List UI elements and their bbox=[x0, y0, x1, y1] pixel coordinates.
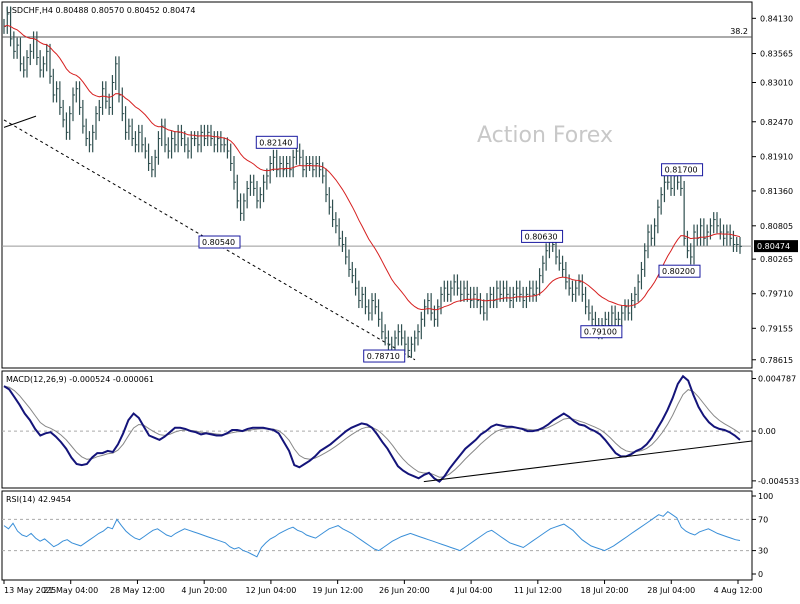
x-tick-label: 19 Jun 12:00 bbox=[312, 586, 363, 595]
moving-average-line bbox=[3, 24, 741, 311]
x-tick-label: 28 May 12:00 bbox=[110, 586, 165, 595]
price-annotation-box bbox=[661, 163, 704, 177]
symbol-header: USDCHF,H4 0.80488 0.80570 0.80452 0.8047… bbox=[6, 6, 195, 15]
price-annotation-label: 0.80540 bbox=[202, 238, 235, 247]
price-y-tick-label: 0.79710 bbox=[760, 290, 793, 299]
price-annotation-box bbox=[255, 135, 298, 149]
rsi-label: RSI(14) 42.9454 bbox=[6, 495, 71, 504]
fib-level-label: 38.2 bbox=[730, 27, 748, 36]
x-tick-label: 18 Jul 20:00 bbox=[581, 586, 629, 595]
x-tick-label: 4 Jun 20:00 bbox=[181, 586, 227, 595]
price-pane-frame bbox=[1, 1, 753, 369]
x-tick-label: 4 Jul 04:00 bbox=[450, 586, 493, 595]
rsi-line bbox=[3, 510, 741, 558]
price-y-tick-label: 0.78615 bbox=[760, 356, 793, 365]
price-annotation-box bbox=[363, 349, 406, 363]
rsi-layer: 100 70 30 0 bbox=[2, 492, 773, 579]
price-y-tick-label: 0.79155 bbox=[760, 324, 793, 333]
descending-trendline bbox=[3, 119, 416, 361]
x-tick-label: 21 May 04:00 bbox=[43, 586, 98, 595]
price-y-tick-label: 0.82470 bbox=[760, 118, 793, 127]
macd-pane-frame bbox=[1, 370, 753, 489]
x-tick-label: 4 Aug 12:00 bbox=[714, 586, 763, 595]
price-y-tick-label: 0.80265 bbox=[760, 255, 793, 264]
price-annotation-label: 0.80630 bbox=[525, 232, 558, 241]
macd-support-trendline bbox=[423, 440, 753, 483]
rsi-y-tick-label: 0 bbox=[758, 570, 763, 579]
price-layer: 38.2 0.84130 0.83565 0.83010 0.82470 0.81910 0… bbox=[2, 6, 798, 365]
price-annotation-label: 0.80200 bbox=[662, 267, 695, 276]
price-y-tick-label: 0.83565 bbox=[760, 50, 793, 59]
price-y-tick-label: 0.80805 bbox=[760, 222, 793, 231]
price-y-tick-label: 0.81910 bbox=[760, 153, 793, 162]
macd-y-tick-label: -0.004533 bbox=[758, 477, 799, 486]
watermark-text: Action Forex bbox=[477, 123, 613, 148]
trendline-stub bbox=[3, 115, 37, 128]
rsi-y-tick-label: 30 bbox=[758, 547, 768, 556]
price-annotation-box bbox=[658, 264, 701, 278]
macd-y-tick-label: 0.004787 bbox=[758, 375, 796, 384]
price-y-tick-label: 0.81360 bbox=[760, 187, 793, 196]
current-price-box bbox=[754, 240, 798, 253]
price-y-tick-label: 0.84130 bbox=[760, 14, 793, 23]
rsi-pane-frame bbox=[1, 490, 753, 581]
macd-signal-line bbox=[3, 385, 741, 478]
macd-y-tick-label: 0.00 bbox=[758, 427, 776, 436]
x-tick-label: 28 Jul 04:00 bbox=[647, 586, 695, 595]
price-annotation-box bbox=[521, 229, 564, 243]
x-tick-label: 12 Jun 04:00 bbox=[245, 586, 296, 595]
macd-label: MACD(12,26,9) -0.000524 -0.000061 bbox=[6, 375, 154, 384]
x-tick-label: 11 Jul 12:00 bbox=[514, 586, 562, 595]
macd-main-line bbox=[3, 374, 741, 483]
price-y-tick-label: 0.83010 bbox=[760, 79, 793, 88]
macd-layer: 0.004787 0.00 -0.004533 bbox=[2, 375, 799, 486]
price-annotation-label: 0.81700 bbox=[665, 166, 698, 175]
rsi-y-tick-label: 70 bbox=[758, 515, 768, 524]
price-annotation-label: 0.78710 bbox=[367, 352, 400, 361]
price-annotation-label: 0.82140 bbox=[259, 138, 292, 147]
price-annotation-label: 0.79100 bbox=[584, 328, 617, 337]
price-annotation-box bbox=[580, 325, 623, 339]
rsi-y-tick-label: 100 bbox=[758, 492, 773, 501]
x-tick-label: 26 Jun 20:00 bbox=[379, 586, 430, 595]
price-annotation-box bbox=[198, 235, 241, 249]
x-tick-label: 13 May 2025 bbox=[4, 586, 56, 595]
current-price-label: 0.80474 bbox=[757, 242, 790, 251]
